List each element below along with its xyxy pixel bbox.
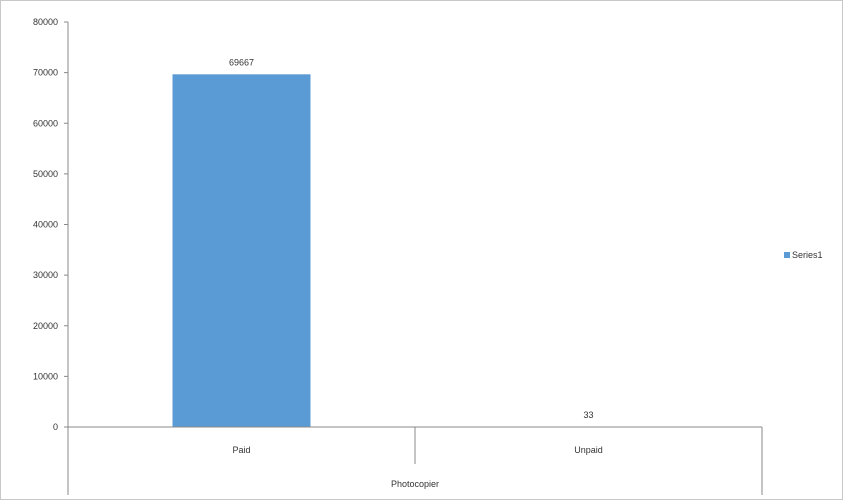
y-tick-label: 60000	[33, 118, 58, 128]
y-tick-label: 0	[53, 422, 58, 432]
legend-label: Series1	[792, 250, 823, 260]
y-tick-label: 70000	[33, 68, 58, 78]
y-tick-label: 30000	[33, 270, 58, 280]
bars: 69667 33	[172, 57, 658, 427]
y-axis: 0 10000 20000 30000 40000 50000 60000 70000 8000…	[33, 17, 69, 432]
y-tick-label: 40000	[33, 220, 58, 230]
legend: Series1	[784, 250, 823, 260]
data-label: 33	[583, 410, 593, 420]
x-axis: Paid Unpaid Photocopier	[67, 426, 763, 495]
y-tick-label: 50000	[33, 169, 58, 179]
y-tick-label: 10000	[33, 371, 58, 381]
legend-swatch	[784, 252, 790, 258]
category-label: Paid	[232, 445, 250, 455]
y-tick-label: 80000	[33, 17, 58, 27]
bar-paid	[172, 74, 311, 427]
group-label: Photocopier	[391, 479, 439, 489]
data-label: 69667	[229, 57, 254, 67]
category-label: Unpaid	[574, 445, 603, 455]
y-tick-label: 20000	[33, 321, 58, 331]
